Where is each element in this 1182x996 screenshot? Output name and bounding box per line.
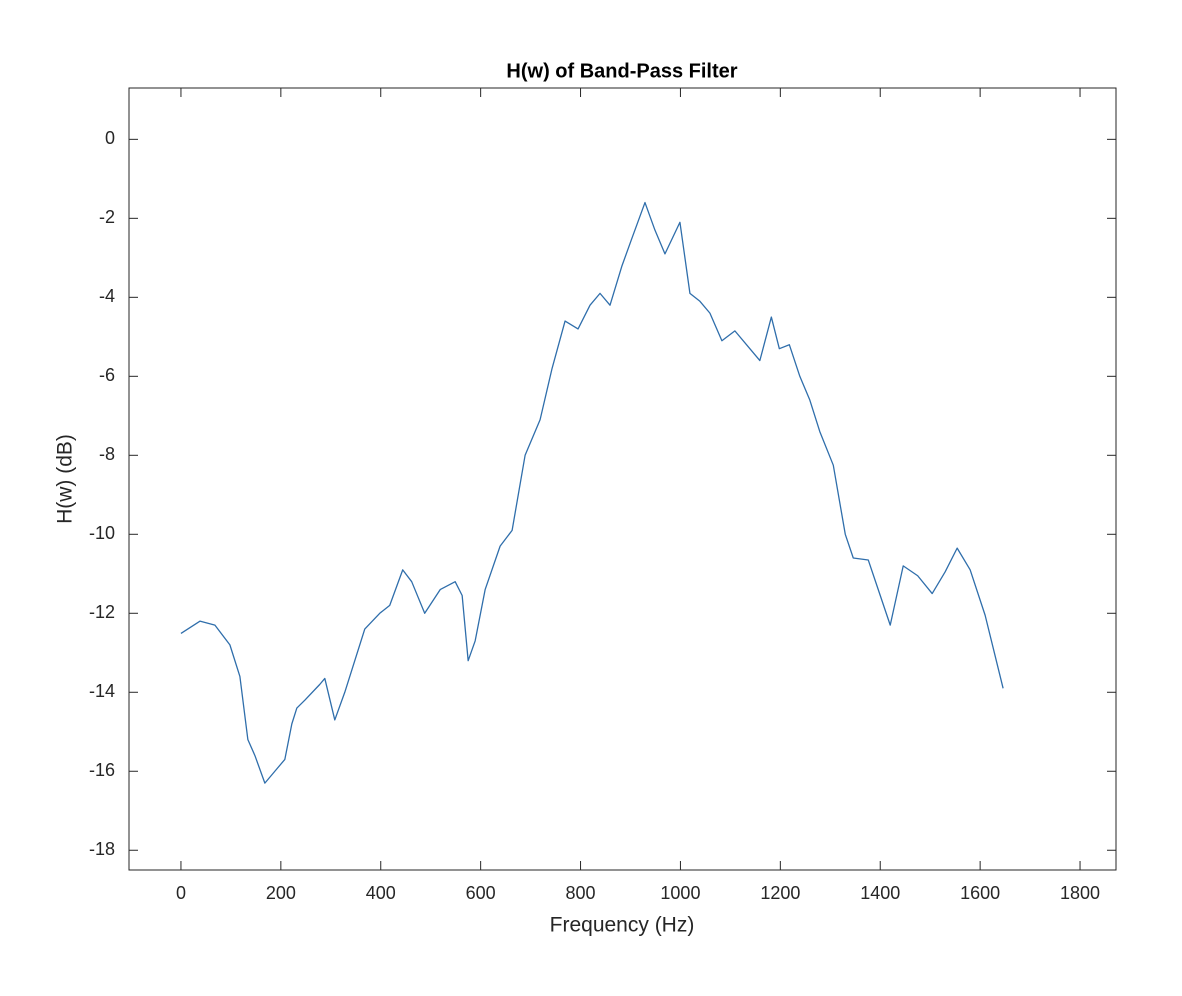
y-tick-label: -10 — [89, 523, 115, 543]
x-tick-label: 1200 — [760, 883, 800, 903]
y-tick-label: -14 — [89, 681, 115, 701]
x-tick-label: 200 — [266, 883, 296, 903]
x-axis-label: Frequency (Hz) — [550, 914, 695, 937]
y-tick-label: 0 — [105, 128, 115, 148]
x-tick-label: 1400 — [860, 883, 900, 903]
y-tick-label: -4 — [99, 286, 115, 306]
y-tick-label: -8 — [99, 444, 115, 464]
y-tick-label: -2 — [99, 207, 115, 227]
x-tick-label: 400 — [366, 883, 396, 903]
x-tick-label: 1000 — [660, 883, 700, 903]
chart-title: H(w) of Band-Pass Filter — [506, 60, 737, 82]
y-tick-label: -6 — [99, 365, 115, 385]
x-tick-label: 800 — [566, 883, 596, 903]
x-tick-label: 600 — [466, 883, 496, 903]
y-tick-label: -16 — [89, 760, 115, 780]
x-tick-label: 1600 — [960, 883, 1000, 903]
data-line — [180, 201, 1004, 784]
y-tick-label: -12 — [89, 602, 115, 622]
y-axis-label: H(w) (dB) — [54, 434, 77, 524]
x-tick-label: 1800 — [1060, 883, 1100, 903]
x-tick-label: 0 — [176, 883, 186, 903]
y-tick-label: -18 — [89, 839, 115, 859]
plot-frame — [128, 87, 1117, 871]
